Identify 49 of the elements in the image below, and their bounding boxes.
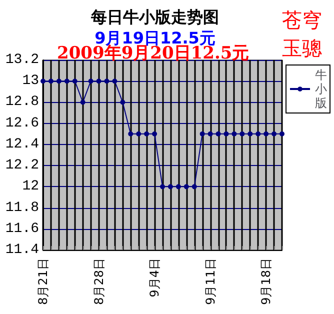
point [56,78,62,84]
point [120,100,126,105]
point [104,78,110,84]
chart-title: 每日牛小版走势图 [90,8,219,26]
point [248,131,253,136]
y-tick-label: 13.2 [5,52,39,68]
point [240,131,245,136]
x-tick-label: 9月4日 [148,258,162,298]
x-tick-label: 9月18日 [259,258,274,305]
legend-label: 牛小版 [315,68,327,110]
point [200,131,205,136]
point [264,131,269,136]
x-tick-label: 8月21日 [36,258,50,305]
point [280,131,284,136]
point [168,184,173,190]
point [184,184,189,190]
point [144,131,150,136]
point [80,100,86,105]
point [256,131,261,136]
point [216,131,221,136]
y-tick-label: 11.8 [5,200,39,216]
point [72,78,78,84]
point [128,131,134,136]
x-tick-label: 8月28日 [92,258,106,305]
point [224,131,229,136]
point [208,131,213,136]
y-tick-label: 12.4 [5,136,39,152]
y-tick-label: 12.2 [5,158,39,174]
point [64,78,70,84]
point [112,78,118,84]
y-tick-label: 11.6 [5,220,39,237]
point [272,131,277,136]
point [88,78,94,84]
point [96,78,102,84]
y-tick-label: 12.6 [5,115,39,132]
point [192,184,197,190]
point [48,78,54,84]
y-tick-label: 12.8 [5,94,39,110]
point [152,131,158,136]
y-tick-label: 12 [22,178,39,195]
point [160,184,165,190]
point [136,131,142,136]
y-tick-label: 11.4 [5,242,39,258]
y-tick-label: 13 [22,73,39,90]
x-tick-label: 9月11日 [203,258,218,305]
point [232,131,237,136]
text: 苍穹玉骢 [282,8,322,60]
point [40,78,46,84]
point [176,184,181,190]
